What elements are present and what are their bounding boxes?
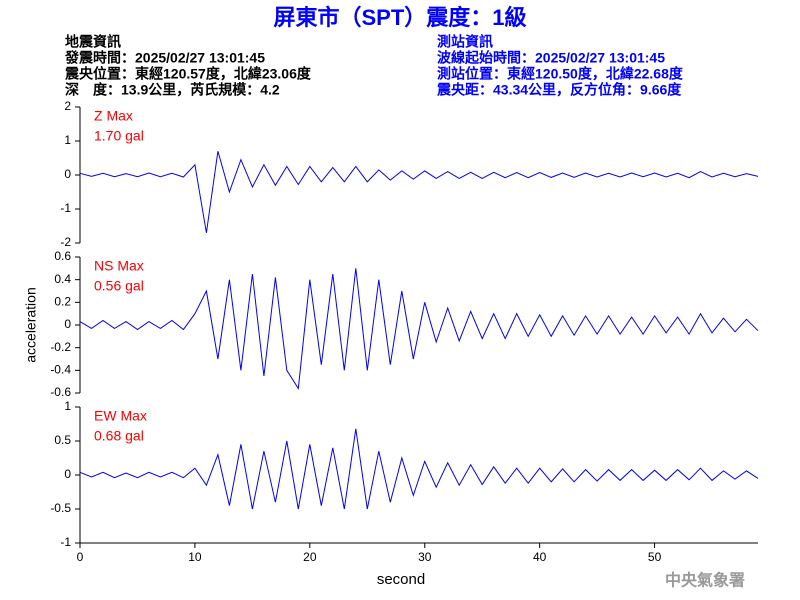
channel-label: Z Max	[94, 108, 133, 124]
y-tick-label: -1	[60, 535, 71, 549]
y-tick-label: 0.2	[54, 295, 71, 309]
x-axis-label: second	[377, 571, 425, 588]
y-tick-label: 1	[64, 133, 71, 147]
channel-label: EW Max	[94, 408, 147, 424]
max-label: 0.68 gal	[94, 428, 144, 444]
x-tick-label: 10	[188, 550, 202, 564]
waveform	[79, 268, 759, 390]
title: 屏東市（SPT）震度：1級	[273, 5, 526, 30]
y-tick-label: 0	[64, 317, 71, 331]
y-tick-label: -1	[60, 201, 71, 215]
y-tick-label: 0.5	[54, 433, 71, 447]
y-tick-label: 0.6	[54, 249, 71, 263]
y-tick-label: -0.2	[50, 340, 71, 354]
watermark: 中央氣象署	[665, 571, 745, 590]
y-tick-label: 2	[64, 99, 71, 113]
info-left: 深 度：13.9公里，芮氏規模：4.2	[65, 82, 280, 98]
info-right: 震央距：43.34公里，反方位角：9.66度	[436, 82, 682, 98]
x-tick-label: 0	[77, 550, 84, 564]
waveform	[79, 151, 759, 233]
y-axis-label: acceleration	[23, 287, 39, 363]
max-label: 1.70 gal	[94, 128, 144, 144]
info-right: 測站位置：東經120.50度，北緯22.68度	[437, 66, 684, 82]
info-right: 測站資訊	[437, 34, 493, 50]
x-tick-label: 30	[418, 550, 432, 564]
info-left: 震央位置：東經120.57度，北緯23.06度	[64, 66, 312, 82]
info-left: 地震資訊	[65, 34, 121, 50]
y-tick-label: -0.6	[50, 385, 71, 399]
y-tick-label: -2	[60, 235, 71, 249]
x-tick-label: 20	[303, 550, 317, 564]
y-tick-label: 0.4	[54, 272, 71, 286]
x-tick-label: 50	[648, 550, 662, 564]
y-tick-label: -0.5	[50, 501, 71, 515]
x-tick-label: 40	[533, 550, 547, 564]
y-tick-label: 0	[64, 467, 71, 481]
y-tick-label: 0	[64, 167, 71, 181]
info-left: 發震時間：2025/02/27 13:01:45	[64, 50, 265, 66]
channel-label: NS Max	[94, 258, 144, 274]
waveform	[79, 428, 759, 510]
max-label: 0.56 gal	[94, 278, 144, 294]
info-right: 波線起始時間：2025/02/27 13:01:45	[437, 50, 665, 66]
y-tick-label: 1	[64, 399, 71, 413]
y-tick-label: -0.4	[50, 363, 71, 377]
